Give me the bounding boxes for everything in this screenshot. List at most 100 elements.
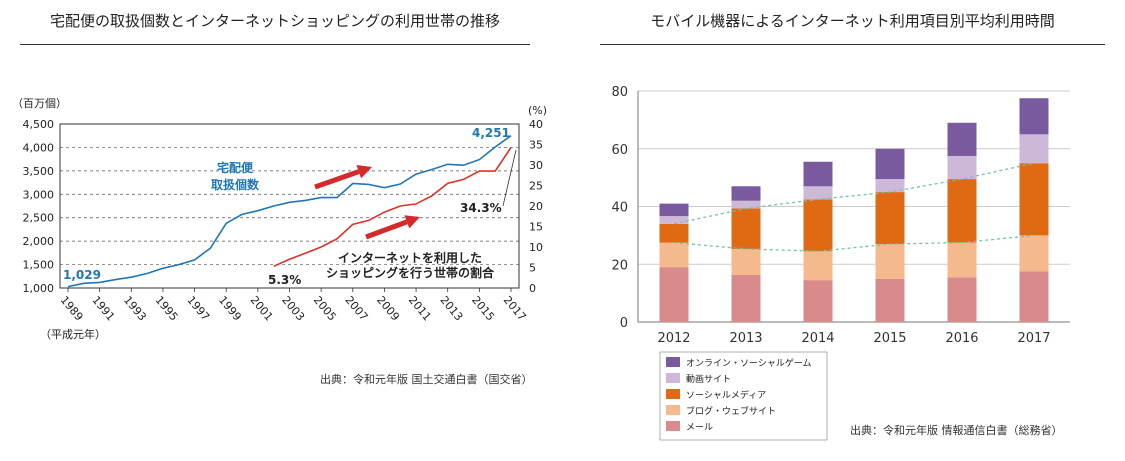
- bar-segment: [947, 277, 977, 322]
- y-tick-label: 2,500: [23, 212, 55, 225]
- bar-segment: [731, 186, 761, 201]
- legend-swatch: [666, 357, 680, 367]
- web-trend-line: [673, 234, 1035, 252]
- bar-segment: [1019, 271, 1049, 322]
- bar-segment: [731, 248, 761, 275]
- y-tick-label: 3,500: [23, 165, 55, 178]
- y-tick-label: 20: [611, 258, 628, 273]
- bar-segment: [659, 242, 689, 268]
- bar-segment: [803, 161, 833, 187]
- x-tick-label: 2017: [501, 294, 529, 324]
- y-tick-label: 60: [611, 143, 628, 158]
- x-axis-note: （平成元年）: [40, 327, 106, 341]
- y-tick-label: 3,000: [23, 188, 55, 201]
- legend-label: ソーシャルメディア: [686, 389, 766, 401]
- y2-tick-label: 10: [529, 241, 543, 254]
- y2-tick-label: 0: [529, 282, 536, 295]
- y-tick-label: 2,000: [23, 235, 55, 248]
- right-title-divider: [600, 44, 1105, 45]
- bar-segment: [803, 199, 833, 252]
- share-trend-arrow-shaft: [365, 219, 408, 240]
- x-tick-label: 2015: [469, 294, 497, 324]
- social-media-trend-line: [673, 162, 1035, 225]
- x-tick-label: 1989: [58, 294, 86, 324]
- bar-segment: [803, 280, 833, 322]
- x-tick-label: 2012: [657, 331, 690, 346]
- parcel-series-label-line2: 取扱個数: [211, 177, 260, 192]
- legend-label: メール: [686, 423, 713, 433]
- bar-segment: [659, 216, 689, 224]
- y2-tick-label: 40: [529, 118, 543, 131]
- y-tick-label: 1,000: [23, 282, 55, 295]
- x-tick-label: 2014: [801, 331, 834, 346]
- x-tick-label: 2007: [342, 294, 370, 324]
- bar-segment: [659, 267, 689, 322]
- bar-segment: [731, 208, 761, 249]
- y2-tick-label: 35: [529, 139, 543, 152]
- end-pct-leader: [502, 149, 517, 207]
- parcel-trend-arrow-shaft: [314, 169, 360, 190]
- bar-segment: [1019, 235, 1049, 272]
- x-tick-label: 2015: [873, 331, 906, 346]
- y-tick-label: 0: [620, 316, 628, 331]
- legend-label: ブログ・ウェブサイト: [686, 405, 776, 417]
- parcel-series-label-line1: 宅配便: [217, 160, 254, 175]
- x-tick-label: 2003: [279, 294, 307, 324]
- bar-segment: [947, 155, 977, 180]
- bar-segment: [875, 179, 905, 193]
- bar-segment: [875, 278, 905, 322]
- y2-tick-label: 30: [529, 159, 543, 172]
- legend-label: オンライン・ソーシャルゲーム: [686, 357, 812, 369]
- bar-segment: [659, 203, 689, 217]
- bar-segment: [803, 186, 833, 200]
- x-tick-label: 1995: [153, 294, 181, 324]
- bar-segment: [803, 251, 833, 281]
- bar-segment: [947, 179, 977, 243]
- x-tick-label: 1999: [216, 294, 244, 324]
- legend-swatch: [666, 389, 680, 399]
- x-tick-label: 1993: [121, 294, 149, 324]
- bar-segment: [731, 274, 761, 322]
- parcel-trend-arrow-head: [356, 165, 372, 179]
- y2-tick-label: 15: [529, 221, 543, 234]
- bar-segment: [1019, 163, 1049, 236]
- y2-tick-label: 25: [529, 180, 543, 193]
- legend-swatch: [666, 405, 680, 415]
- end-pct-label: 34.3%: [460, 201, 502, 215]
- x-tick-label: 2011: [406, 294, 434, 324]
- y-tick-label: 40: [611, 201, 628, 216]
- share-trend-arrow-head: [404, 215, 420, 229]
- start-pct-label: 5.3%: [268, 273, 301, 287]
- x-tick-label: 2001: [248, 294, 276, 324]
- bar-segment: [875, 244, 905, 279]
- left-source-note: 出典：令和元年版 国土交通白書（国交省）: [320, 373, 533, 386]
- y-tick-label: 80: [611, 85, 628, 100]
- left-title-divider: [20, 44, 530, 45]
- bar-segment: [875, 148, 905, 180]
- right-source-note: 出典：令和元年版 情報通信白書（総務省）: [850, 424, 1063, 437]
- online-shopping-share-line: [273, 146, 512, 268]
- legend-label: 動画サイト: [686, 374, 731, 385]
- y2-tick-label: 20: [529, 200, 543, 213]
- bar-segment: [659, 223, 689, 243]
- bar-segment: [1019, 98, 1049, 135]
- bar-segment: [731, 200, 761, 209]
- y2-tick-label: 5: [529, 262, 536, 275]
- x-tick-label: 2016: [945, 331, 978, 346]
- legend-swatch: [666, 421, 680, 431]
- y-tick-label: 4,000: [23, 141, 55, 154]
- right-stacked-bar-chart: 0 20 40 60 80 2012 2013 2014 2015 2016 2017 オンライン・ソ…: [611, 85, 1070, 441]
- legend-swatch: [666, 373, 680, 383]
- right-chart-title: モバイル機器によるインターネット利用項目別平均利用時間: [650, 12, 1055, 30]
- start-value-label: 1,029: [63, 268, 101, 282]
- y2-axis-unit: (%): [528, 104, 547, 117]
- y-axis-unit: （百万個）: [12, 97, 67, 110]
- bar-segment: [947, 242, 977, 278]
- parcel-volume-line: [67, 135, 512, 288]
- x-tick-label: 2013: [729, 331, 762, 346]
- x-tick-label: 1997: [184, 294, 212, 324]
- left-chart-title: 宅配便の取扱個数とインターネットショッピングの利用世帯の推移: [49, 12, 500, 30]
- x-tick-label: 2009: [374, 294, 402, 324]
- x-tick-label: 2013: [437, 294, 465, 324]
- bar-segment: [947, 122, 977, 156]
